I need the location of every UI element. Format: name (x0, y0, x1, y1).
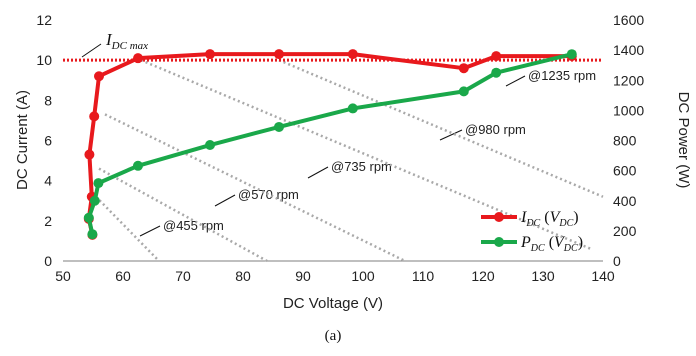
speed-line (278, 59, 604, 198)
data-point (566, 49, 577, 60)
x-tick-label: 90 (295, 268, 311, 284)
legend: IDC (VDC) PDC (VDC) (481, 209, 583, 254)
data-point (133, 53, 143, 64)
legend-pdc-marker (494, 237, 504, 247)
y2-tick-label: 200 (613, 223, 637, 239)
x-tick-label: 70 (175, 268, 191, 284)
data-point (89, 195, 100, 206)
data-point (93, 178, 104, 189)
y-tick-label: 2 (44, 213, 52, 229)
data-point (94, 71, 104, 82)
legend-idc-label: IDC (VDC) (520, 209, 579, 229)
y-tick-label: 4 (44, 173, 52, 189)
y2-tick-label: 600 (613, 163, 637, 179)
y2-tick-label: 800 (613, 133, 637, 149)
x-tick-label: 100 (351, 268, 375, 284)
y2-tick-label: 1000 (613, 102, 644, 118)
legend-idc-marker (494, 212, 504, 222)
data-point (347, 103, 358, 114)
data-point (491, 51, 502, 62)
x-tick-label: 60 (115, 268, 131, 284)
y-tick-labels: 0 2 4 6 8 10 12 (36, 12, 52, 269)
idc-max-label: IDC max (105, 30, 148, 52)
y-tick-label: 12 (36, 12, 52, 28)
y-tick-label: 8 (44, 92, 52, 108)
y2-tick-labels: 0 200 400 600 800 1000 1200 1400 1600 (613, 12, 644, 269)
speed-label-leader (307, 166, 329, 179)
speed-label: @455 rpm (163, 218, 224, 233)
speed-label: @735 rpm (331, 159, 392, 174)
data-point (458, 86, 469, 97)
x-tick-label: 120 (471, 268, 495, 284)
x-tick-label: 110 (412, 268, 435, 284)
series-layer (83, 49, 577, 240)
data-point (133, 160, 143, 171)
x-tick-label: 80 (235, 268, 251, 284)
x-tick-label: 130 (531, 268, 555, 284)
figure-caption: (a) (325, 328, 342, 344)
data-point (205, 140, 215, 151)
data-point (274, 121, 284, 132)
speed-label-leader (214, 194, 236, 207)
idc-max-label-leader (81, 43, 102, 58)
x-tick-labels: 50 60 70 80 90 100 110 120 130 140 (55, 268, 615, 284)
legend-pdc-label: PDC (VDC) (520, 234, 583, 254)
speed-label-leader (505, 75, 526, 87)
y-tick-label: 0 (44, 253, 52, 269)
speed-label-leader (139, 225, 161, 237)
y-axis-title: DC Current (A) (14, 90, 31, 190)
y2-tick-label: 1600 (613, 12, 644, 28)
speed-label-leader (439, 129, 463, 141)
data-point (274, 49, 284, 60)
data-point (89, 111, 100, 122)
data-point (458, 63, 469, 74)
y2-tick-label: 1400 (613, 42, 644, 58)
x-tick-label: 140 (591, 268, 615, 284)
data-point (347, 49, 358, 60)
y-tick-label: 6 (44, 133, 52, 149)
speed-line (104, 113, 406, 263)
speed-line (95, 195, 160, 262)
speed-label: @980 rpm (465, 122, 526, 137)
x-tick-label: 50 (55, 268, 71, 284)
data-point (84, 149, 95, 160)
speed-label: @570 rpm (238, 187, 299, 202)
y2-axis-title: DC Power (W) (675, 92, 692, 189)
data-point (491, 67, 502, 78)
y2-tick-label: 400 (613, 193, 637, 209)
x-axis-title: DC Voltage (V) (283, 295, 383, 312)
y2-tick-label: 1200 (613, 72, 644, 88)
speed-label: @1235 rpm (528, 68, 596, 83)
speed-line (98, 167, 268, 263)
y-tick-label: 10 (36, 52, 52, 68)
speed-lines: @455 rpm @570 rpm @735 rpm @980 rpm @1235 rp… (95, 59, 604, 263)
y2-tick-label: 0 (613, 253, 621, 269)
data-point (87, 229, 98, 240)
data-point (205, 49, 215, 60)
legend-item-pdc: PDC (VDC) (481, 234, 583, 254)
legend-item-idc: IDC (VDC) (481, 209, 579, 229)
data-point (83, 212, 94, 223)
